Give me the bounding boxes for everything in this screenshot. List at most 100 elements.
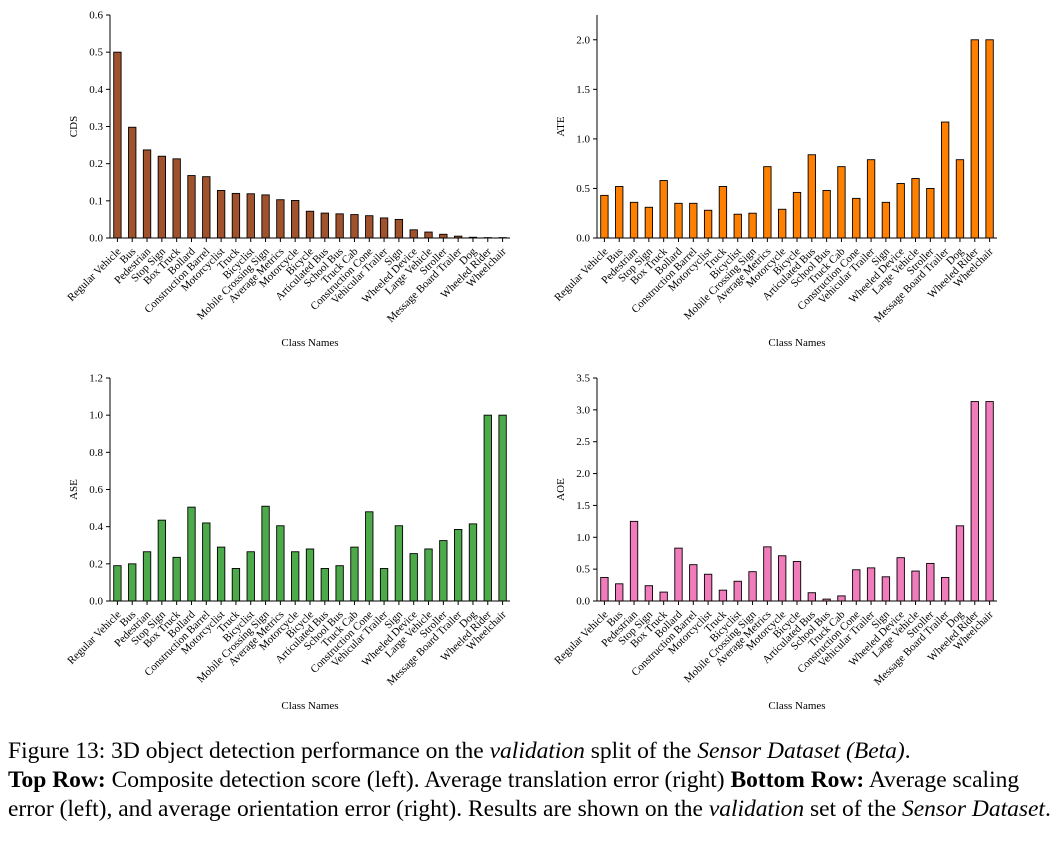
caption-top-row: Top Row: <box>8 767 106 793</box>
bar-articulated-bus <box>807 154 816 239</box>
bar-wheelchair <box>985 39 994 239</box>
bar-vehicular-trailer <box>379 217 389 239</box>
bar-stroller <box>439 233 448 239</box>
bar-motorcyclist <box>703 573 713 602</box>
x-axis-label: Class Names <box>768 337 825 349</box>
y-tick-label: 1.2 <box>89 373 103 385</box>
bar-truck-cab <box>837 595 846 602</box>
bar-school-bus <box>822 189 831 239</box>
y-tick-label: 0.0 <box>89 233 103 245</box>
bar-average-metrics <box>276 199 285 239</box>
bar-articulated-bus <box>320 212 329 239</box>
bar-motorcyclist <box>216 189 226 239</box>
bar-bollard <box>187 506 196 602</box>
bar-mobile-crossing-sign <box>261 194 270 239</box>
y-axis-label: CDS <box>68 116 80 137</box>
y-tick-label: 0.6 <box>89 10 103 22</box>
bar-message-board-trailer <box>940 121 950 239</box>
bar-construction-barrel <box>689 564 698 602</box>
bar-large-vehicle <box>911 178 920 239</box>
bar-mobile-crossing-sign <box>748 212 757 239</box>
bar-dog <box>955 159 965 239</box>
y-tick-label: 1.0 <box>89 410 103 422</box>
y-tick-label: 0.0 <box>89 596 103 608</box>
y-tick-label: 1.0 <box>576 532 590 544</box>
bar-box-truck <box>659 180 668 239</box>
y-tick-label: 3.0 <box>576 404 590 416</box>
bar-pedestrian <box>629 201 639 239</box>
bar-bicyclist <box>246 551 255 602</box>
y-tick-label: 0.6 <box>89 484 103 496</box>
bar-articulated-bus <box>807 592 816 602</box>
bar-box-truck <box>172 556 181 602</box>
y-tick-label: 0.5 <box>576 183 590 195</box>
bar-construction-cone <box>365 215 374 239</box>
bar-motorcycle <box>291 200 300 239</box>
bar-motorcyclist <box>703 209 713 239</box>
bar-dog <box>955 525 965 602</box>
bar-wheeled-rider <box>483 414 492 602</box>
bar-box-truck <box>659 591 668 602</box>
y-tick-label: 0.5 <box>576 564 590 576</box>
bar-motorcycle <box>291 551 300 602</box>
bar-bus <box>615 186 624 239</box>
bar-regular-vehicle <box>113 565 122 602</box>
bar-truck <box>718 589 728 602</box>
bar-sign <box>394 525 404 602</box>
y-tick-label: 2.0 <box>576 34 590 46</box>
y-tick-label: 3.5 <box>576 373 590 385</box>
bar-motorcycle <box>778 555 787 602</box>
x-axis-label: Class Names <box>281 337 338 349</box>
y-tick-label: 0.1 <box>89 195 103 207</box>
bar-stroller <box>926 187 935 239</box>
bar-wheelchair <box>498 414 507 602</box>
bar-bollard <box>674 547 683 602</box>
y-tick-label: 0.0 <box>576 233 590 245</box>
y-axis-label: AOE <box>555 478 567 501</box>
bar-bicycle <box>305 210 315 239</box>
bar-bollard <box>674 202 683 239</box>
bar-mobile-crossing-sign <box>748 571 757 602</box>
y-tick-label: 0.0 <box>576 596 590 608</box>
bar-wheelchair <box>985 401 994 602</box>
bar-pedestrian <box>629 520 639 602</box>
bar-truck-cab <box>350 214 359 239</box>
bar-sign <box>394 218 404 239</box>
bar-truck-cab <box>837 166 846 239</box>
bar-regular-vehicle <box>600 194 609 239</box>
bar-large-vehicle <box>424 231 433 239</box>
bar-stop-sign <box>157 519 167 602</box>
bar-vehicular-trailer <box>379 568 389 602</box>
bar-construction-cone <box>365 511 374 602</box>
bar-large-vehicle <box>424 548 433 602</box>
bar-wheeled-rider <box>970 401 979 602</box>
y-axis-label: ASE <box>68 479 80 500</box>
bar-message-board-trailer <box>940 576 950 602</box>
y-tick-label: 0.5 <box>89 47 103 59</box>
x-axis-label: Class Names <box>768 700 825 712</box>
y-tick-label: 0.2 <box>89 158 103 170</box>
bar-construction-cone <box>852 569 861 602</box>
bar-articulated-bus <box>320 568 329 602</box>
caption-label: Figure 13: <box>8 738 106 764</box>
bar-bus <box>128 563 137 602</box>
y-tick-label: 0.3 <box>89 121 103 133</box>
bar-truck <box>718 186 728 239</box>
bar-bicycle <box>305 548 315 602</box>
bar-average-metrics <box>276 525 285 602</box>
y-tick-label: 1.0 <box>576 133 590 145</box>
bar-average-metrics <box>763 166 772 239</box>
bar-wheeled-device <box>896 183 905 239</box>
bar-construction-cone <box>852 197 861 239</box>
bar-bus <box>615 583 624 602</box>
bar-message-board-trailer <box>453 529 463 602</box>
y-tick-label: 0.4 <box>89 84 103 96</box>
y-tick-label: 0.2 <box>89 558 103 570</box>
bar-stroller <box>926 562 935 602</box>
bar-wheeled-device <box>896 557 905 602</box>
y-tick-label: 2.0 <box>576 468 590 480</box>
bar-construction-barrel <box>202 522 211 602</box>
